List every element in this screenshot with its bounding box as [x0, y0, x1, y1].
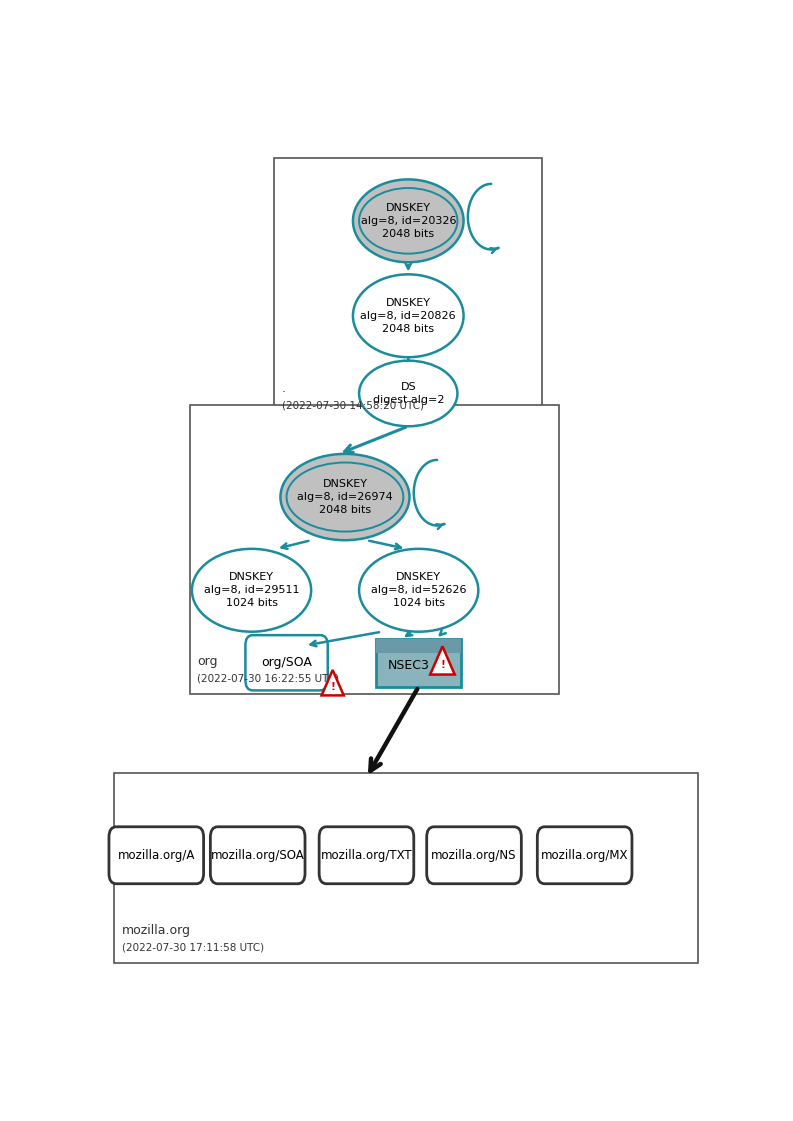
Text: NSEC3: NSEC3 — [388, 659, 430, 671]
FancyBboxPatch shape — [319, 827, 414, 883]
Ellipse shape — [281, 454, 409, 540]
FancyBboxPatch shape — [245, 636, 328, 691]
Text: DNSKEY
alg=8, id=52626
1024 bits: DNSKEY alg=8, id=52626 1024 bits — [371, 572, 466, 609]
FancyBboxPatch shape — [274, 158, 542, 421]
FancyBboxPatch shape — [377, 639, 461, 654]
FancyBboxPatch shape — [114, 773, 699, 963]
Text: DNSKEY
alg=8, id=20326
2048 bits: DNSKEY alg=8, id=20326 2048 bits — [361, 203, 456, 239]
Text: (2022-07-30 16:22:55 UTC): (2022-07-30 16:22:55 UTC) — [197, 674, 339, 684]
FancyBboxPatch shape — [377, 639, 461, 686]
Text: mozilla.org/NS: mozilla.org/NS — [431, 849, 517, 862]
Ellipse shape — [192, 549, 311, 632]
Ellipse shape — [353, 179, 464, 262]
Ellipse shape — [359, 361, 458, 426]
Text: .: . — [282, 382, 285, 396]
FancyBboxPatch shape — [190, 405, 559, 694]
Text: org: org — [197, 655, 218, 668]
Text: !: ! — [440, 660, 445, 670]
Text: mozilla.org: mozilla.org — [122, 925, 191, 937]
Text: (2022-07-30 17:11:58 UTC): (2022-07-30 17:11:58 UTC) — [122, 943, 264, 953]
Text: mozilla.org/SOA: mozilla.org/SOA — [211, 849, 305, 862]
Ellipse shape — [359, 549, 478, 632]
Text: mozilla.org/MX: mozilla.org/MX — [541, 849, 628, 862]
Ellipse shape — [286, 463, 404, 531]
FancyBboxPatch shape — [538, 827, 632, 883]
FancyBboxPatch shape — [210, 827, 305, 883]
Ellipse shape — [359, 188, 458, 253]
Text: mozilla.org/A: mozilla.org/A — [117, 849, 195, 862]
Text: DNSKEY
alg=8, id=26974
2048 bits: DNSKEY alg=8, id=26974 2048 bits — [297, 479, 393, 516]
FancyBboxPatch shape — [427, 827, 521, 883]
Polygon shape — [430, 647, 454, 675]
Text: mozilla.org/TXT: mozilla.org/TXT — [320, 849, 412, 862]
Ellipse shape — [353, 275, 464, 358]
Text: DS
digest alg=2: DS digest alg=2 — [373, 382, 444, 405]
Text: DNSKEY
alg=8, id=20826
2048 bits: DNSKEY alg=8, id=20826 2048 bits — [361, 297, 456, 334]
Text: !: ! — [330, 682, 335, 692]
FancyBboxPatch shape — [109, 827, 204, 883]
Text: org/SOA: org/SOA — [261, 656, 312, 669]
Text: (2022-07-30 14:58:20 UTC): (2022-07-30 14:58:20 UTC) — [282, 400, 423, 410]
Polygon shape — [322, 670, 343, 695]
Text: DNSKEY
alg=8, id=29511
1024 bits: DNSKEY alg=8, id=29511 1024 bits — [204, 572, 299, 609]
